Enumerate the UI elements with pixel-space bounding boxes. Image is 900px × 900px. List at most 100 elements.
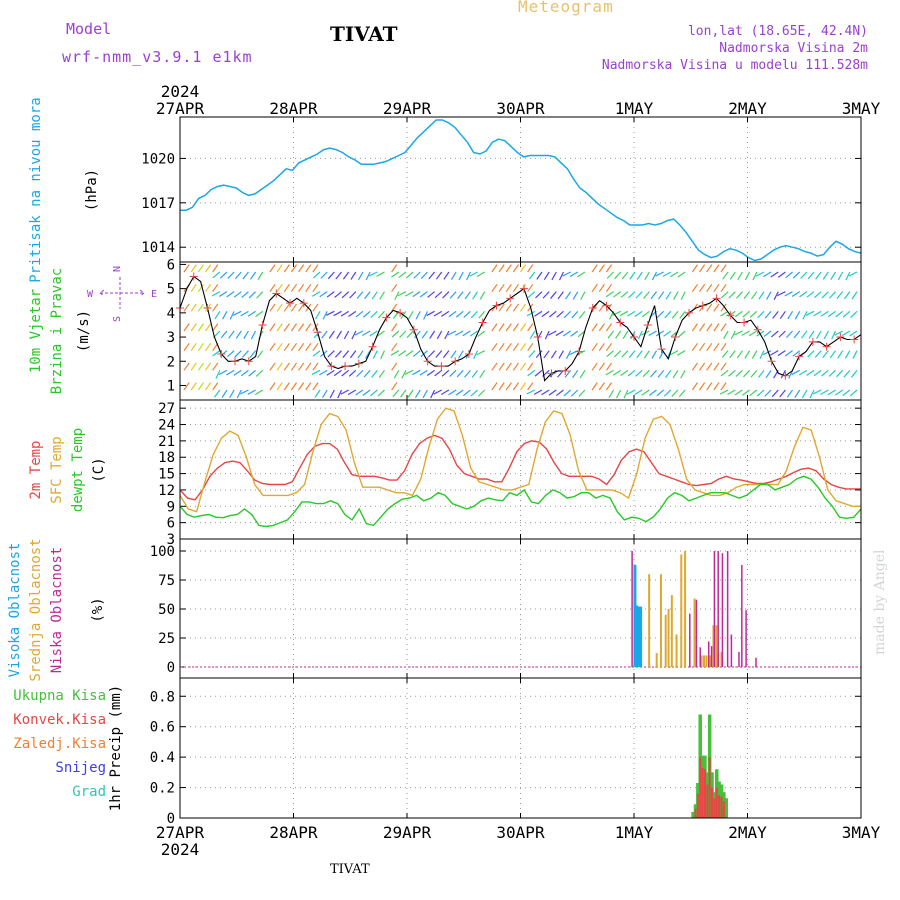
wind-panel: 1 2 3 4 5 6 10m Vjetar Brzina i Pravac (m/s) N S W E xyxy=(28,257,862,401)
wind-arrow xyxy=(220,330,228,339)
wind-arrow xyxy=(476,350,485,356)
wind-arrow xyxy=(337,389,343,399)
wind-arrow xyxy=(348,310,357,317)
wind-arrow xyxy=(651,271,658,281)
wind-arrow xyxy=(190,303,197,312)
y-tick-label: 0 xyxy=(167,660,175,676)
wind-gust-marker xyxy=(478,318,487,327)
wind-arrow xyxy=(527,342,534,352)
wind-arrow xyxy=(283,362,290,371)
wind-arrow xyxy=(828,369,836,377)
y-tick-label: 75 xyxy=(158,573,175,589)
wind-arrow xyxy=(785,271,793,279)
wind-arrow xyxy=(764,389,772,397)
wind-arrow xyxy=(512,264,519,273)
wind-gust-marker xyxy=(630,333,638,342)
wind-arrow xyxy=(405,271,414,279)
wind-arrow xyxy=(843,369,851,378)
y-tick-label: 27 xyxy=(158,401,175,417)
wind-arrow xyxy=(269,362,276,371)
wind-arrow xyxy=(427,350,436,358)
wind-arrow xyxy=(637,330,643,340)
wind-arrow xyxy=(548,310,557,318)
wind-arrow xyxy=(372,350,378,359)
date-label-top: 3MAY xyxy=(842,99,881,118)
wind-arrow xyxy=(469,271,478,277)
wind-arrow xyxy=(823,330,829,340)
meteogram-title: Meteogram xyxy=(518,0,614,16)
wind-arrow xyxy=(800,330,808,339)
wind-arrow xyxy=(391,330,400,338)
wind-arrow xyxy=(734,389,743,396)
wind-arrow xyxy=(698,382,706,391)
wind-arrow xyxy=(528,271,536,280)
wind-arrow xyxy=(751,350,758,359)
wind-arrow xyxy=(226,369,235,376)
wind-arrow xyxy=(498,362,505,371)
wind-arrow xyxy=(834,389,844,396)
wind-axis-label-1: 10m Vjetar xyxy=(28,289,44,373)
wind-arrow xyxy=(744,350,751,359)
wind-gust-marker xyxy=(368,342,377,351)
compass-icon xyxy=(99,277,145,309)
compass-east: E xyxy=(151,289,157,300)
wind-arrow xyxy=(784,350,793,357)
wind-gust-marker xyxy=(643,320,652,329)
wind-arrow xyxy=(256,350,264,359)
low-cloud-bar xyxy=(631,551,633,667)
wind-arrow xyxy=(691,362,698,371)
wind-arrow xyxy=(605,323,613,332)
wind-arrow xyxy=(748,330,758,337)
wind-gust-marker xyxy=(698,301,707,310)
wind-arrow xyxy=(784,291,793,297)
wind-arrow xyxy=(778,330,786,338)
temp-unit-label: (C) xyxy=(91,457,107,482)
wind-arrow xyxy=(254,389,264,396)
y-tick-label: 0 xyxy=(167,811,175,827)
wind-arrow xyxy=(792,271,801,279)
wind-arrow xyxy=(543,350,550,359)
wind-gust-marker xyxy=(244,357,253,366)
wind-arrow xyxy=(197,264,204,273)
wind-arrow xyxy=(450,350,457,359)
wind-arrow xyxy=(269,283,276,293)
wind-arrow xyxy=(249,271,257,280)
high-cloud-bar xyxy=(639,606,643,667)
wind-arrow xyxy=(290,382,298,391)
wind-arrow xyxy=(555,330,564,337)
wind-arrow xyxy=(240,310,249,317)
wind-arrow xyxy=(691,342,698,352)
wind-arrow xyxy=(434,369,443,377)
wind-arrow xyxy=(226,291,235,298)
wind-gust-marker xyxy=(203,304,212,312)
wind-arrow xyxy=(605,291,614,298)
wind-arrow xyxy=(455,310,464,318)
wind-arrow xyxy=(706,283,713,293)
wind-arrow xyxy=(440,389,450,396)
wind-arrow xyxy=(548,389,557,396)
wind-arrow xyxy=(608,389,615,399)
wind-arrow xyxy=(606,350,614,358)
low-cloud-bar xyxy=(755,657,757,667)
wind-gust-marker xyxy=(327,362,336,371)
wind-arrow xyxy=(752,271,758,281)
convective-precip-bar xyxy=(718,795,721,818)
wind-arrow xyxy=(390,350,400,356)
wind-arrow xyxy=(197,342,204,352)
wind-arrow xyxy=(812,389,822,395)
precip-axis-label: 1hr Precip (mm) xyxy=(108,685,124,811)
wind-arrow xyxy=(414,330,421,339)
dewpoint-line xyxy=(179,475,862,528)
wind-arrow xyxy=(305,342,312,352)
wind-arrow xyxy=(356,291,364,299)
wind-arrow xyxy=(850,369,858,378)
wind-arrow xyxy=(491,323,498,332)
wind-arrow xyxy=(520,323,527,332)
wind-arrow xyxy=(190,362,197,371)
wind-arrow xyxy=(571,310,579,319)
wind-arrow xyxy=(836,291,844,299)
wind-arrow xyxy=(350,271,357,280)
date-label-bottom: 28APR xyxy=(269,823,318,842)
wind-arrow xyxy=(391,382,398,391)
wind-gust-marker xyxy=(409,325,418,334)
